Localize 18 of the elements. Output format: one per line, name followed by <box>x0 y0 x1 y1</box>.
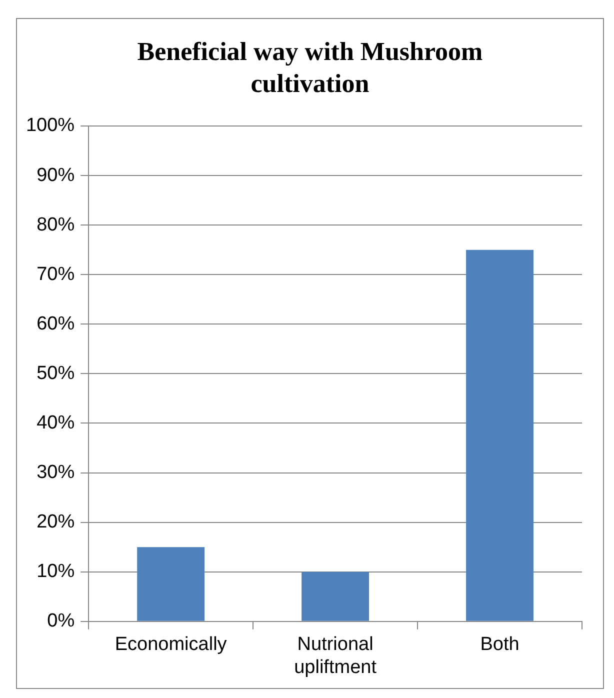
y-tick-label: 90% <box>36 164 75 186</box>
x-tick-label: Nutrional upliftment <box>294 634 378 678</box>
bar <box>466 250 534 621</box>
y-tick-label: 50% <box>36 362 75 384</box>
bar <box>302 572 370 621</box>
y-tick-label: 70% <box>36 264 75 285</box>
y-tick-label: 60% <box>36 313 75 334</box>
y-tick-label: 0% <box>47 610 75 632</box>
y-tick-label: 100% <box>26 115 75 136</box>
y-tick-label: 20% <box>36 512 75 533</box>
x-tick-label: Both <box>480 634 520 656</box>
y-tick-label: 10% <box>36 561 75 582</box>
y-tick-label: 30% <box>36 462 75 484</box>
y-tick-label: 40% <box>36 412 75 434</box>
y-tick-label: 80% <box>36 214 75 236</box>
bar <box>137 547 205 621</box>
x-tick-label: Economically <box>114 634 228 656</box>
chart-title: Beneficial way with Mushroom cultivation <box>136 36 484 100</box>
